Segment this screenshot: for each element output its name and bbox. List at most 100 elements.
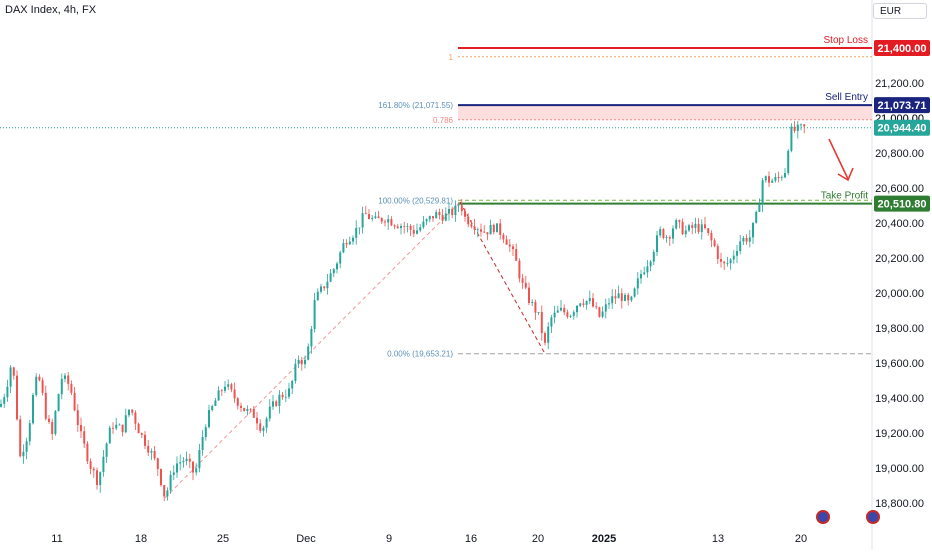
candle[interactable]	[454, 200, 457, 222]
candle[interactable]	[531, 299, 534, 307]
candle[interactable]	[198, 443, 201, 473]
candle[interactable]	[502, 232, 505, 244]
candle[interactable]	[70, 380, 73, 395]
candle[interactable]	[22, 444, 25, 464]
candle[interactable]	[320, 283, 322, 294]
candle[interactable]	[512, 244, 514, 257]
candle[interactable]	[684, 225, 687, 238]
candle[interactable]	[233, 382, 236, 403]
candle[interactable]	[246, 405, 249, 416]
candle[interactable]	[729, 258, 732, 270]
candle[interactable]	[131, 409, 134, 416]
candle[interactable]	[249, 408, 252, 413]
candle[interactable]	[435, 209, 438, 219]
candle[interactable]	[297, 355, 300, 369]
candle[interactable]	[745, 234, 748, 245]
event-flag-icon[interactable]	[816, 510, 830, 524]
candle[interactable]	[486, 232, 489, 241]
candle[interactable]	[25, 437, 28, 460]
candle[interactable]	[336, 261, 338, 274]
candle[interactable]	[569, 314, 572, 318]
candle[interactable]	[310, 325, 313, 354]
candle[interactable]	[339, 250, 342, 269]
candle[interactable]	[176, 456, 178, 478]
candle[interactable]	[790, 123, 793, 153]
candle[interactable]	[323, 286, 326, 291]
candle[interactable]	[732, 250, 735, 264]
candle[interactable]	[137, 422, 140, 434]
candle[interactable]	[374, 211, 377, 220]
candle[interactable]	[652, 249, 655, 266]
candle[interactable]	[371, 215, 374, 222]
candle[interactable]	[89, 458, 92, 475]
candle[interactable]	[643, 266, 646, 276]
candle[interactable]	[617, 285, 620, 299]
candle[interactable]	[787, 149, 790, 176]
candle[interactable]	[736, 244, 738, 263]
candle[interactable]	[195, 463, 198, 476]
candle[interactable]	[537, 311, 540, 316]
candle[interactable]	[563, 304, 566, 316]
candle[interactable]	[585, 300, 588, 310]
candle[interactable]	[83, 426, 86, 448]
candle[interactable]	[406, 223, 409, 233]
candle[interactable]	[444, 207, 447, 222]
candle[interactable]	[268, 399, 271, 422]
candle[interactable]	[182, 457, 185, 468]
candle[interactable]	[566, 309, 569, 319]
candle[interactable]	[217, 386, 220, 401]
candle[interactable]	[86, 441, 89, 465]
candle[interactable]	[428, 215, 431, 223]
candle[interactable]	[540, 305, 543, 341]
candle[interactable]	[480, 223, 482, 237]
candle[interactable]	[288, 382, 290, 399]
currency-selector[interactable]: EUR	[873, 3, 927, 19]
candle[interactable]	[508, 239, 511, 252]
candle[interactable]	[329, 268, 332, 283]
candle[interactable]	[262, 425, 265, 437]
candle[interactable]	[38, 374, 41, 382]
candle[interactable]	[460, 199, 463, 216]
candle[interactable]	[204, 424, 207, 441]
candle[interactable]	[547, 322, 550, 350]
candle[interactable]	[764, 175, 767, 183]
candle[interactable]	[0, 399, 2, 408]
candle[interactable]	[35, 373, 38, 397]
candle[interactable]	[284, 389, 287, 403]
candle[interactable]	[361, 206, 364, 234]
candle[interactable]	[316, 288, 319, 301]
candle[interactable]	[441, 208, 444, 225]
candle[interactable]	[742, 236, 745, 245]
candle[interactable]	[803, 123, 806, 134]
candle[interactable]	[604, 298, 607, 319]
candle[interactable]	[425, 218, 428, 226]
candle[interactable]	[326, 273, 329, 295]
candle[interactable]	[304, 355, 306, 369]
candle[interactable]	[166, 487, 169, 501]
candle[interactable]	[755, 210, 758, 224]
candle[interactable]	[524, 275, 527, 290]
candle[interactable]	[243, 407, 246, 412]
candle[interactable]	[163, 484, 166, 502]
candle[interactable]	[28, 419, 31, 446]
candle[interactable]	[211, 404, 214, 412]
candle[interactable]	[240, 402, 242, 412]
candle[interactable]	[675, 218, 678, 230]
candle[interactable]	[739, 234, 742, 255]
candle[interactable]	[121, 424, 124, 437]
candle[interactable]	[16, 370, 18, 421]
candle[interactable]	[160, 468, 162, 487]
candle[interactable]	[640, 269, 642, 284]
candle[interactable]	[771, 178, 774, 184]
candle[interactable]	[457, 202, 460, 213]
candle[interactable]	[275, 399, 278, 407]
candle[interactable]	[118, 423, 121, 426]
candle[interactable]	[432, 216, 434, 222]
candle[interactable]	[588, 290, 591, 305]
candle[interactable]	[144, 431, 146, 450]
candle[interactable]	[19, 415, 22, 458]
candle[interactable]	[614, 289, 617, 304]
candle[interactable]	[492, 223, 495, 235]
candle[interactable]	[761, 177, 764, 213]
candle[interactable]	[726, 256, 729, 267]
